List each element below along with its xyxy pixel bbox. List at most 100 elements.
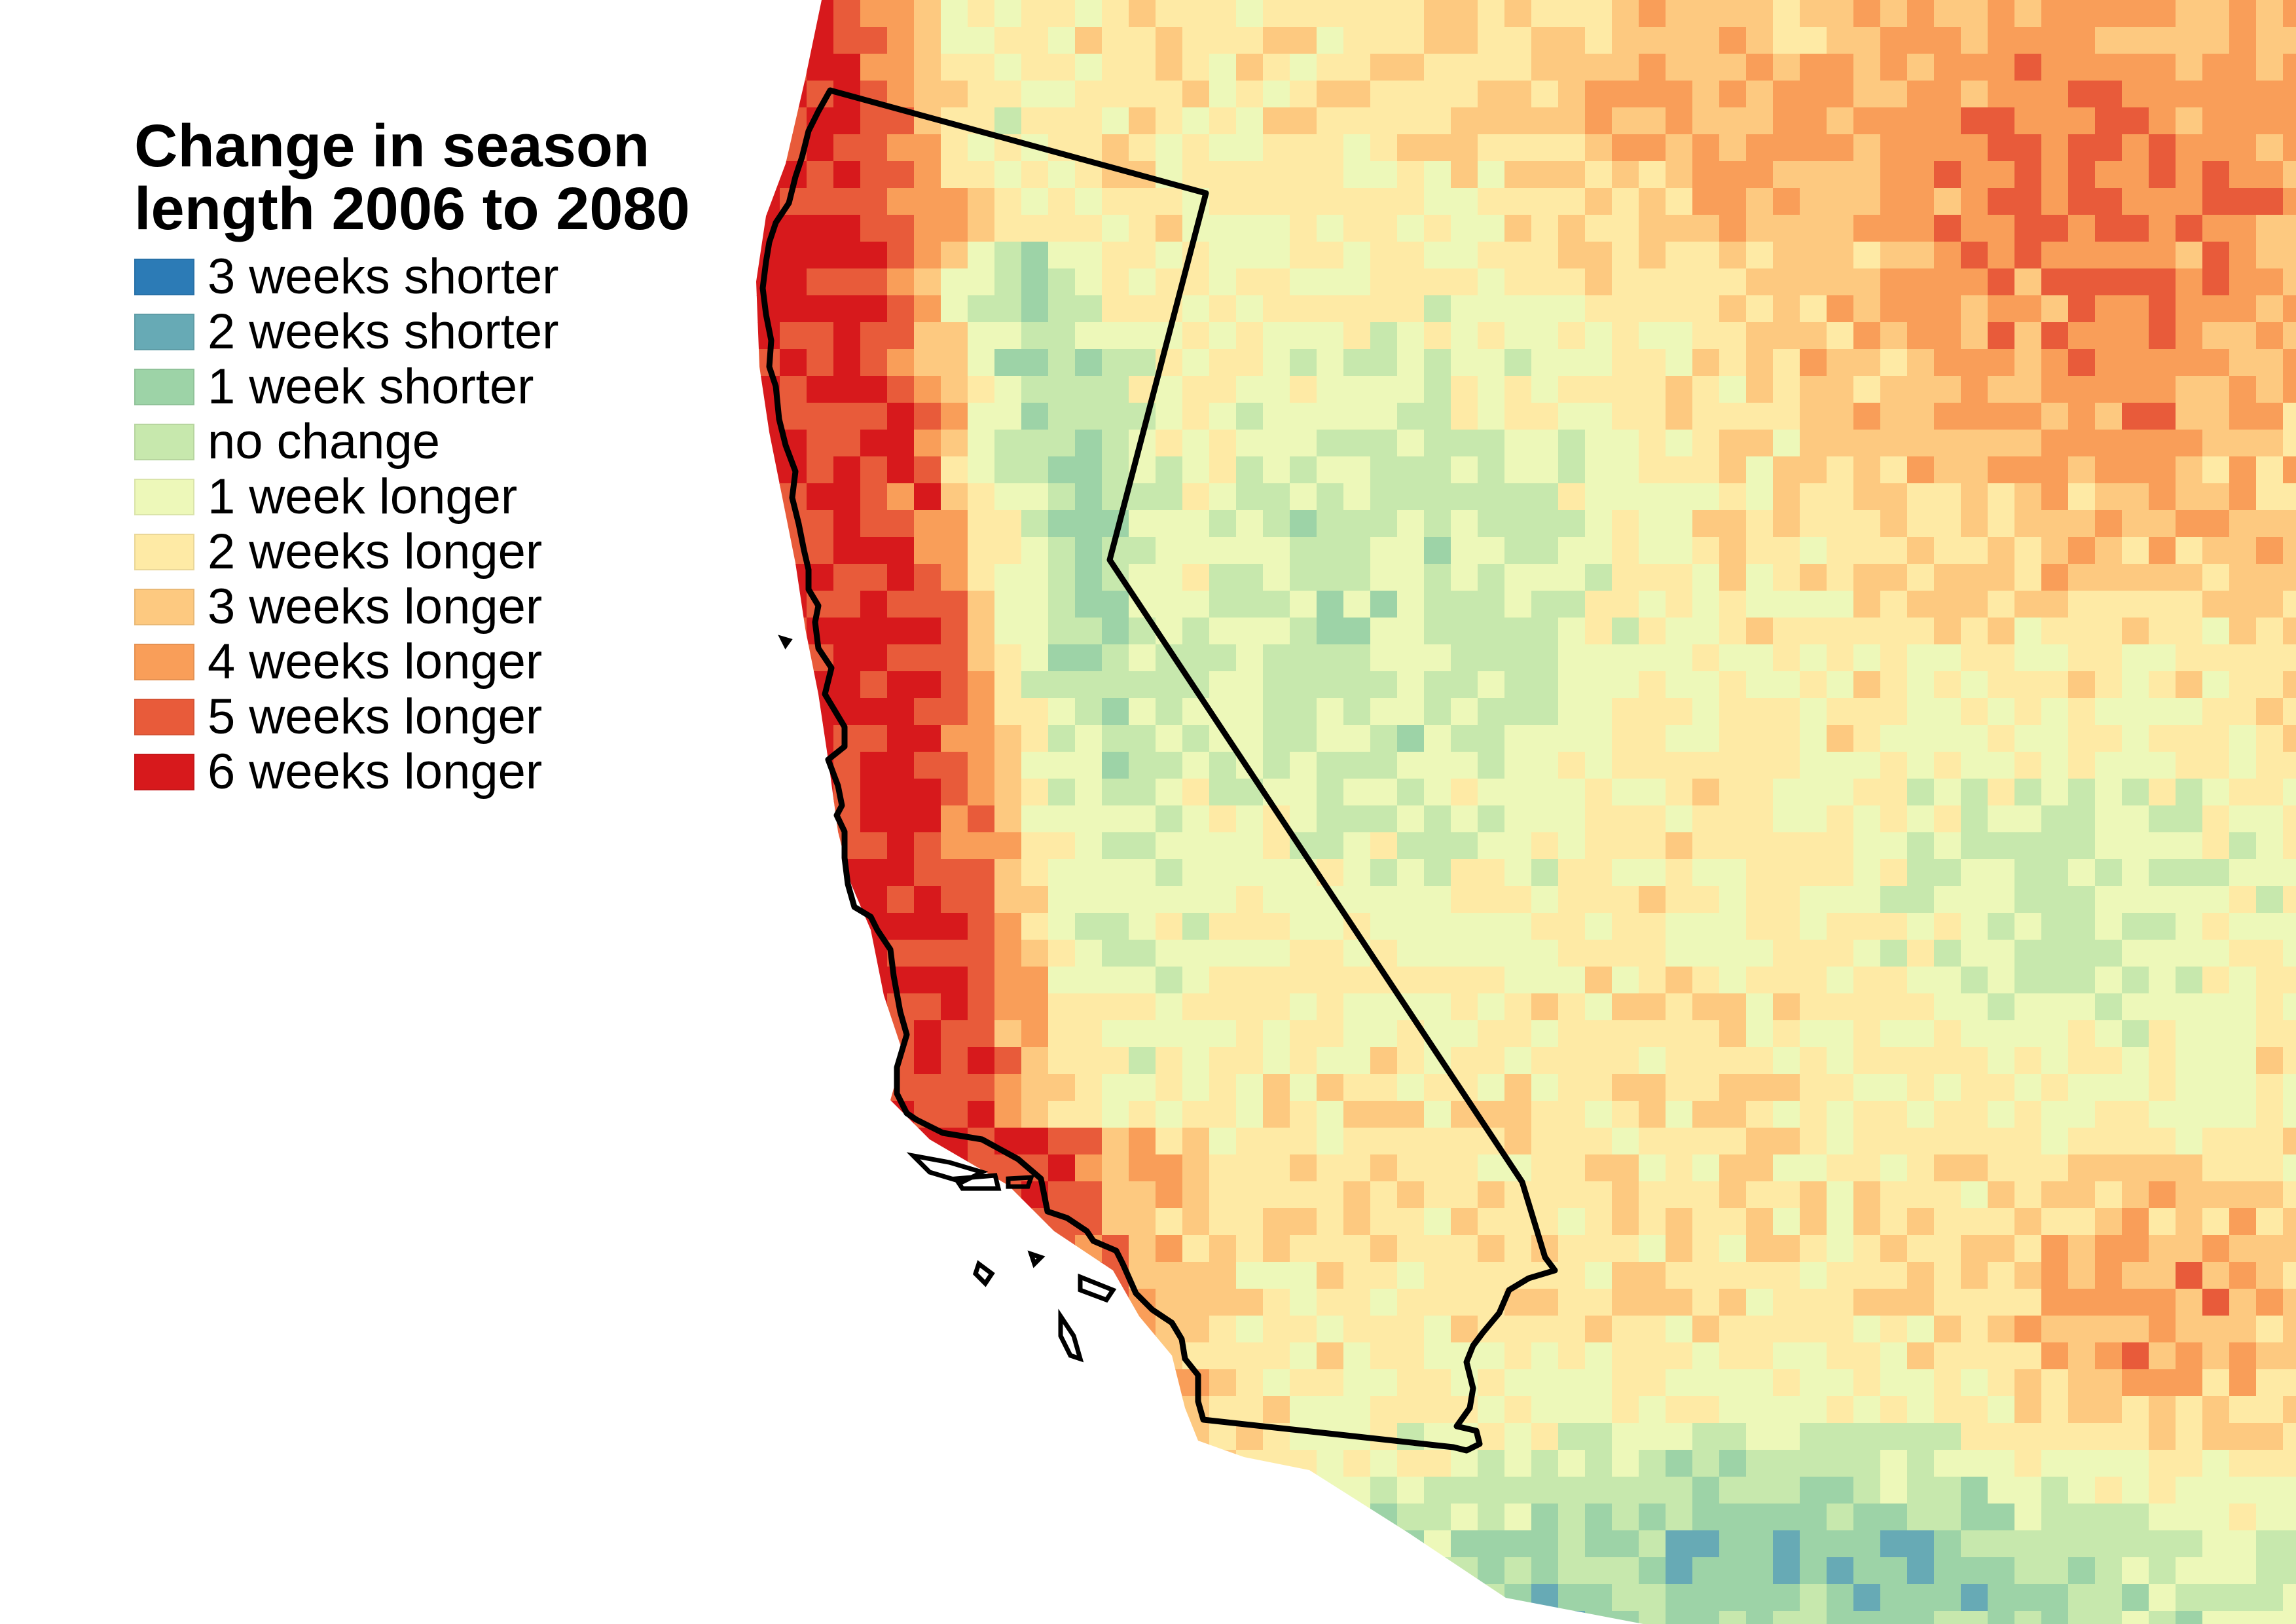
grid-cell — [1773, 349, 1800, 377]
grid-cell — [1853, 1208, 1881, 1236]
grid-cell — [860, 1557, 888, 1585]
grid-cell — [2122, 618, 2149, 645]
grid-cell — [1692, 430, 1720, 457]
grid-cell — [1397, 1128, 1425, 1155]
grid-cell — [807, 993, 834, 1021]
grid-cell — [1451, 134, 1478, 162]
grid-cell — [887, 1369, 915, 1397]
grid-cell — [1075, 483, 1102, 511]
grid-cell — [1478, 134, 1505, 162]
grid-cell — [1290, 1128, 1317, 1155]
grid-cell — [1209, 403, 1237, 430]
grid-cell — [1317, 1208, 1344, 1236]
grid-cell — [807, 725, 834, 752]
grid-cell — [756, 564, 780, 591]
grid-cell — [1478, 188, 1505, 215]
grid-cell — [1236, 161, 1264, 189]
grid-cell — [1451, 1020, 1478, 1048]
grid-cell — [1263, 134, 1290, 162]
grid-cell — [1961, 430, 1988, 457]
grid-cell — [1397, 510, 1425, 538]
grid-cell — [2176, 1504, 2203, 1531]
grid-cell — [1102, 725, 1129, 752]
grid-cell — [1370, 1396, 1398, 1424]
grid-cell — [2068, 1047, 2096, 1075]
grid-cell — [1827, 1369, 1854, 1397]
grid-cell — [1478, 1047, 1505, 1075]
grid-cell — [1827, 832, 1854, 860]
grid-cell — [1397, 295, 1425, 323]
grid-cell — [2095, 27, 2123, 54]
grid-cell — [968, 349, 995, 377]
grid-cell — [1719, 376, 1747, 403]
grid-cell — [1880, 1020, 1908, 1048]
grid-cell — [2229, 295, 2257, 323]
grid-cell — [860, 242, 888, 269]
grid-cell — [1558, 215, 1586, 242]
grid-cell — [1692, 81, 1720, 108]
grid-cell — [1048, 752, 1076, 779]
grid-cell — [1666, 618, 1693, 645]
grid-cell — [1531, 644, 1559, 672]
grid-cell — [1666, 671, 1693, 699]
grid-cell — [1156, 215, 1183, 242]
grid-cell — [1853, 752, 1881, 779]
grid-cell — [941, 322, 968, 350]
grid-cell — [1048, 81, 1076, 108]
grid-cell — [756, 1396, 780, 1424]
grid-cell — [1424, 1342, 1451, 1370]
grid-cell — [1827, 1530, 1854, 1558]
grid-cell — [1370, 1047, 1398, 1075]
grid-cell — [1531, 725, 1559, 752]
grid-cell — [1504, 242, 1532, 269]
grid-cell — [941, 1423, 968, 1450]
grid-cell — [1666, 1584, 1693, 1612]
grid-cell — [994, 430, 1022, 457]
grid-cell — [914, 993, 941, 1021]
grid-cell — [2283, 1450, 2296, 1477]
grid-cell — [2068, 1557, 2096, 1585]
grid-cell — [2256, 215, 2284, 242]
grid-cell — [1558, 1504, 1586, 1531]
grid-cell — [1853, 1235, 1881, 1263]
grid-cell — [1934, 644, 1961, 672]
grid-cell — [807, 913, 834, 940]
grid-cell — [1988, 161, 2015, 189]
grid-cell — [1880, 1477, 1908, 1504]
grid-cell — [1504, 1235, 1532, 1263]
grid-cell — [1075, 349, 1102, 377]
grid-cell — [1182, 591, 1210, 618]
grid-cell — [2122, 81, 2149, 108]
grid-cell — [2014, 1208, 2042, 1236]
grid-cell — [2256, 859, 2284, 887]
grid-cell — [1531, 1557, 1559, 1585]
grid-cell — [1290, 0, 1317, 28]
grid-cell — [1880, 1235, 1908, 1263]
grid-cell — [994, 1316, 1022, 1343]
grid-cell — [1370, 913, 1398, 940]
grid-cell — [1880, 1450, 1908, 1477]
grid-cell — [1290, 510, 1317, 538]
grid-cell — [1263, 215, 1290, 242]
grid-cell — [1773, 1047, 1800, 1075]
grid-cell — [1129, 188, 1156, 215]
grid-cell — [1317, 698, 1344, 726]
grid-cell — [1102, 27, 1129, 54]
grid-cell — [1129, 1611, 1156, 1624]
grid-cell — [1236, 349, 1264, 377]
grid-cell — [1048, 54, 1076, 81]
grid-cell — [1075, 1369, 1102, 1397]
grid-cell — [1504, 1504, 1532, 1531]
grid-cell — [833, 1611, 861, 1624]
grid-cell — [1317, 1020, 1344, 1048]
grid-cell — [2202, 510, 2230, 538]
grid-cell — [780, 268, 807, 296]
grid-cell — [807, 1154, 834, 1182]
grid-cell — [2256, 913, 2284, 940]
grid-cell — [1397, 1396, 1425, 1424]
grid-cell — [1317, 349, 1344, 377]
grid-cell — [2014, 510, 2042, 538]
grid-cell — [2068, 993, 2096, 1021]
grid-cell — [1988, 242, 2015, 269]
grid-cell — [941, 430, 968, 457]
